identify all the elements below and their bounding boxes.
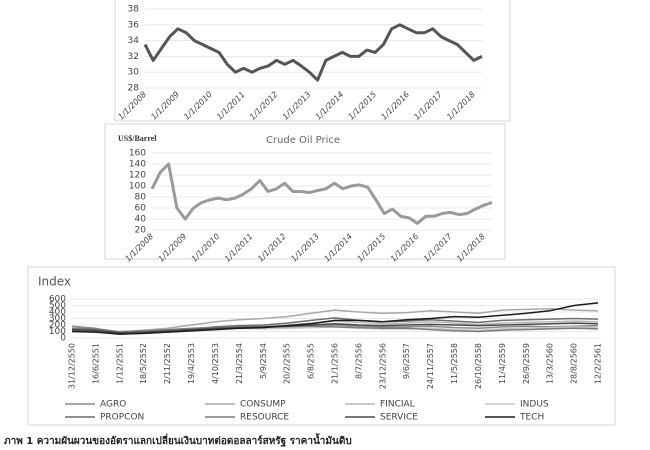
- y-tick-label: 100: [49, 327, 66, 337]
- data-line: [143, 23, 483, 82]
- legend-label: AGRO: [100, 400, 126, 410]
- legend-label: RESOURCE: [240, 413, 289, 423]
- legend-label: FINCIAL: [380, 400, 415, 410]
- y-tick-label: 38: [128, 5, 140, 15]
- x-tick-label: 5/9/2554: [259, 343, 268, 379]
- y-tick-label: 30: [128, 68, 140, 78]
- x-tick-label: 1/12/2551: [115, 343, 124, 384]
- data-line: [71, 308, 599, 333]
- y-tick-label: 200: [49, 321, 66, 331]
- x-tick-label: 20/2/2555: [283, 343, 292, 384]
- chart-frame: [27, 266, 616, 426]
- legend-label: PROPCON: [100, 413, 144, 423]
- x-tick-label: 24/11/2557: [426, 343, 435, 389]
- y-tick-label: 500: [49, 301, 66, 311]
- x-tick-label: 26/10/2558: [474, 343, 483, 389]
- x-tick-label: 28/8/2560: [570, 343, 579, 384]
- data-line: [71, 325, 599, 333]
- x-tick-label: 8/7/2556: [354, 343, 363, 379]
- x-tick-label: 12/2/2561: [594, 343, 603, 384]
- legend-label: CONSUMP: [240, 400, 286, 410]
- x-tick-label: 16/6/2551: [91, 343, 100, 384]
- data-line: [150, 162, 493, 225]
- data-line: [71, 322, 599, 334]
- chart-title: Index: [38, 275, 71, 289]
- x-tick-label: 23/12/2556: [378, 343, 387, 389]
- y-tick-label: 60: [135, 204, 147, 214]
- y-tick-label: 40: [135, 215, 147, 225]
- legend-label: INDUS: [520, 400, 549, 410]
- y-tick-label: 0: [60, 334, 66, 344]
- chart-frame: [114, 0, 511, 122]
- x-tick-label: 13/3/2560: [546, 343, 555, 384]
- y-tick-label: 600: [49, 295, 66, 305]
- x-tick-label: 9/6/2557: [402, 343, 411, 379]
- x-tick-label: 21/1/2556: [331, 343, 340, 384]
- x-tick-label: 31/12/2550: [68, 343, 77, 389]
- x-tick-label: 11/5/2558: [450, 343, 459, 384]
- y-tick-label: 100: [129, 182, 146, 192]
- y-tick-label: 34: [128, 36, 140, 46]
- y-tick-label: 300: [49, 314, 66, 324]
- y-tick-label: 80: [135, 193, 147, 203]
- x-tick-label: 21/3/2554: [235, 343, 244, 384]
- x-tick-label: 4/10/2553: [211, 343, 220, 384]
- data-line: [71, 302, 599, 335]
- chart-title: Crude Oil Price: [266, 135, 340, 146]
- x-tick-label: 6/8/2555: [307, 343, 316, 379]
- y-tick-label: 140: [129, 160, 146, 170]
- y-tick-label: 120: [129, 171, 146, 181]
- y-tick-label: 160: [129, 149, 146, 159]
- y-tick-label: 32: [128, 52, 139, 62]
- x-tick-label: 11/4/2559: [498, 343, 507, 384]
- y-tick-label: 20: [135, 226, 147, 236]
- x-tick-label: 18/5/2552: [139, 343, 148, 384]
- legend-label: SERVICE: [380, 413, 418, 423]
- x-tick-label: 26/9/2559: [522, 343, 531, 384]
- y-tick-label: 400: [49, 308, 66, 318]
- x-tick-label: 2/11/2552: [163, 343, 172, 384]
- legend-label: TECH: [519, 413, 544, 423]
- x-tick-label: 19/4/2553: [187, 343, 196, 384]
- y-tick-label: 36: [128, 20, 140, 30]
- y-axis-label: US$/Barrel: [118, 134, 157, 143]
- caption: ภาพ 1 ความผันผวนของอัตราแลกเปลี่ยนเงินบา…: [4, 433, 352, 447]
- y-tick-label: 28: [128, 84, 140, 94]
